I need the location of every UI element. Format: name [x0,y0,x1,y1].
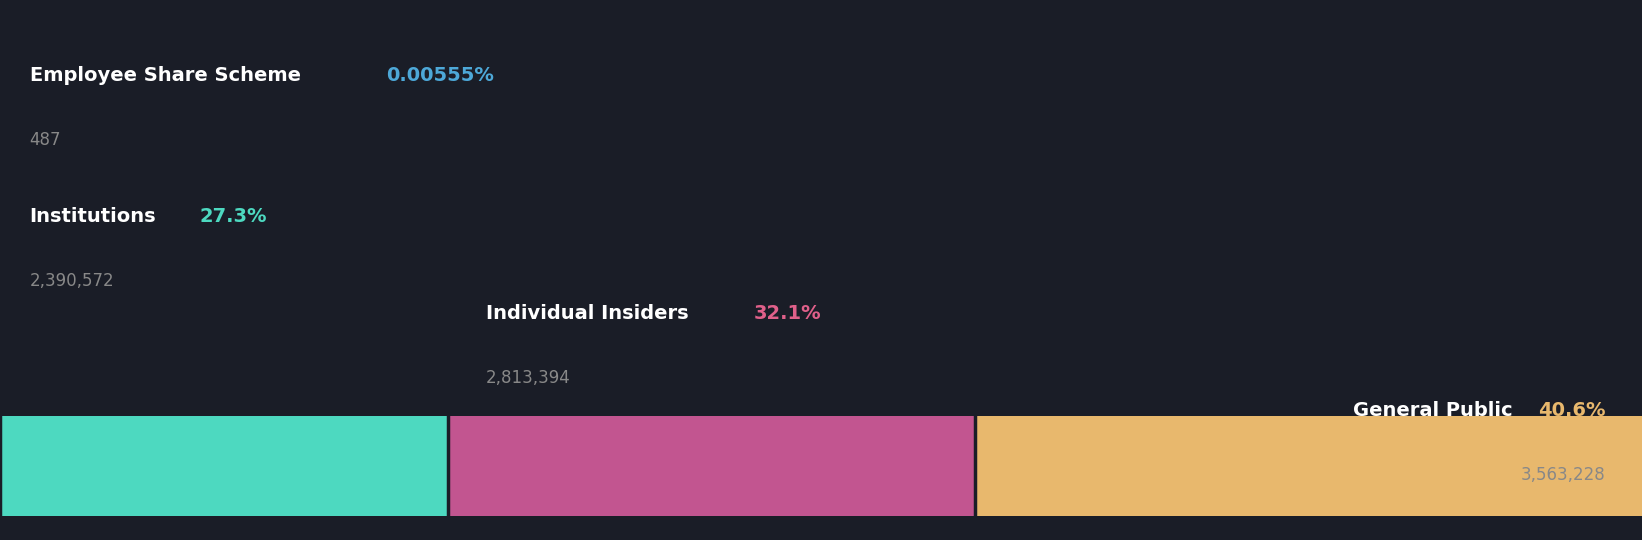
Bar [0,416,448,516]
Text: Employee Share Scheme: Employee Share Scheme [30,66,300,85]
Text: 3,563,228: 3,563,228 [1520,466,1606,484]
Text: 487: 487 [30,131,61,150]
Text: 32.1%: 32.1% [754,303,821,323]
Text: Individual Insiders: Individual Insiders [486,303,688,323]
Text: 27.3%: 27.3% [200,206,268,226]
Bar [448,416,975,516]
Text: 40.6%: 40.6% [1539,401,1606,420]
Text: 0.00555%: 0.00555% [386,66,494,85]
Text: 2,813,394: 2,813,394 [486,369,571,387]
Text: Institutions: Institutions [30,206,156,226]
Text: General Public: General Public [1353,401,1512,420]
Text: 2,390,572: 2,390,572 [30,272,115,290]
Bar [975,416,1642,516]
